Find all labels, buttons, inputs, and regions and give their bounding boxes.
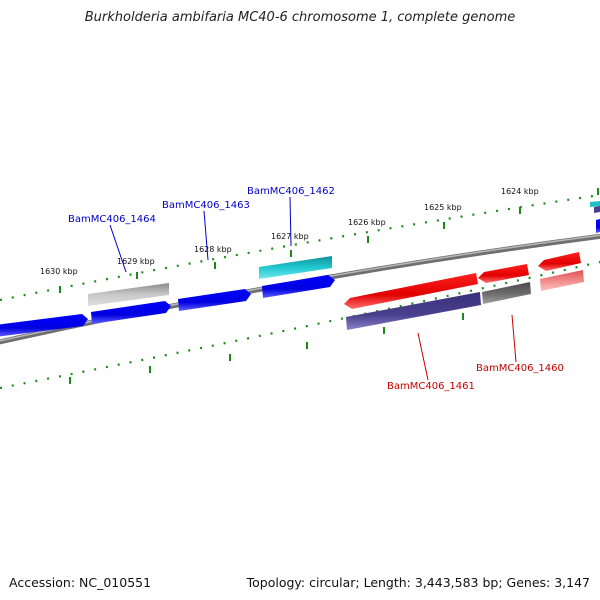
outer-tick-ring (0, 193, 600, 302)
tick-label-1626: 1626 kbp (348, 218, 386, 227)
accession-text: Accession: NC_010551 (9, 575, 152, 590)
label-leaders (109, 196, 517, 381)
gene-feature[interactable] (91, 301, 171, 324)
gene-feature[interactable] (478, 264, 529, 283)
gene-BamMC406_1460[interactable] (482, 282, 531, 304)
topology-summary: Topology: circular; Length: 3,443,583 bp… (246, 575, 590, 590)
major-ticks (59, 188, 599, 384)
gene-label-1464: BamMC406_1464 (68, 214, 156, 225)
gene-label-1460: BamMC406_1460 (476, 363, 564, 374)
gene-feature[interactable] (596, 219, 600, 233)
gene-feature[interactable] (344, 273, 478, 309)
gene-feature[interactable] (262, 275, 335, 298)
tick-label-1630: 1630 kbp (40, 267, 78, 276)
gene-feature[interactable] (538, 252, 581, 271)
map-title: Burkholderia ambifaria MC40-6 chromosome… (84, 10, 516, 25)
gene-feature[interactable] (0, 314, 88, 337)
reverse-genes (344, 252, 581, 309)
tick-label-1625: 1625 kbp (424, 203, 462, 212)
forward-genes (0, 219, 600, 337)
gene-BamMC406_1461[interactable] (346, 292, 481, 330)
gene-feature[interactable] (540, 270, 584, 291)
gene-label-1462: BamMC406_1462 (247, 186, 335, 197)
gene-BamMC406_1462[interactable] (259, 256, 332, 279)
inner-tick-ring (0, 260, 600, 390)
tick-label-1624: 1624 kbp (501, 187, 539, 196)
tick-label-1628: 1628 kbp (194, 245, 232, 254)
gene-BamMC406_1464[interactable] (88, 283, 169, 306)
gene-feature[interactable] (178, 289, 251, 311)
gene-feature[interactable] (590, 201, 600, 207)
tick-label-1629: 1629 kbp (117, 257, 155, 266)
gene-label-1463: BamMC406_1463 (162, 200, 250, 211)
tick-label-1627: 1627 kbp (271, 232, 309, 241)
gene-feature[interactable] (594, 206, 600, 213)
gene-label-1461: BamMC406_1461 (387, 381, 475, 392)
